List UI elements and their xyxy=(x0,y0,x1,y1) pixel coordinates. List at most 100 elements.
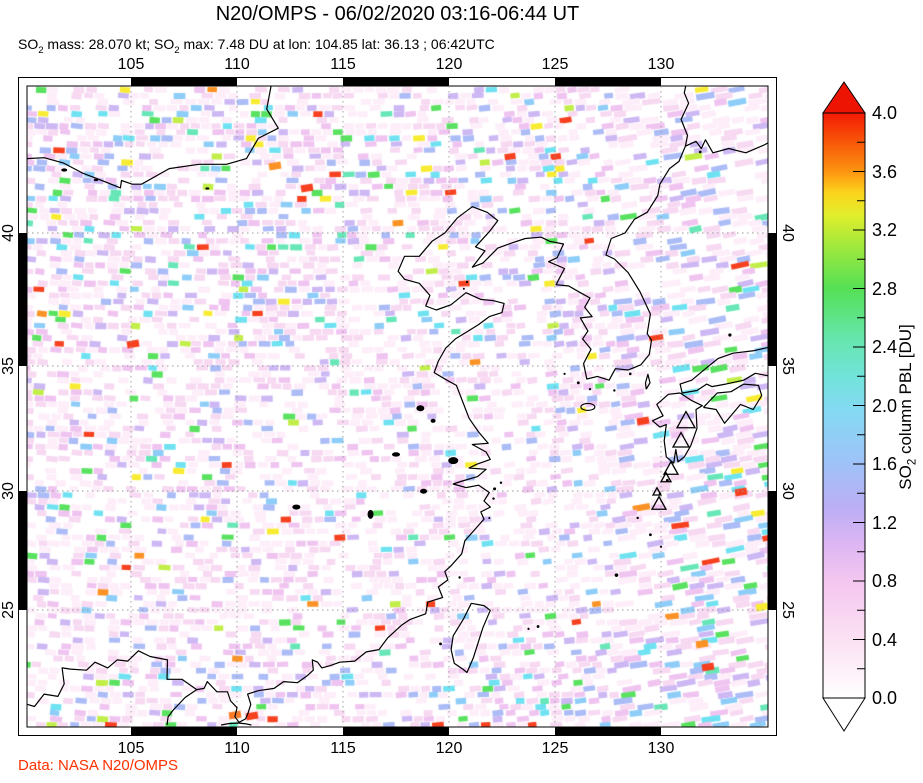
coastline-path xyxy=(540,139,768,381)
frame-segment xyxy=(555,727,661,736)
inner-frame-border xyxy=(26,85,769,728)
coastline-path xyxy=(450,602,491,674)
outer-frame-border xyxy=(18,77,777,736)
island-dot xyxy=(439,642,442,646)
island-dot xyxy=(614,573,619,577)
lon-tick-label-top: 130 xyxy=(647,56,675,73)
lat-tick-label-right: 25 xyxy=(779,601,796,619)
frame-segment xyxy=(18,491,27,610)
lat-tick-label-left: 25 xyxy=(0,601,17,619)
colorbar-tick-label: 0.0 xyxy=(872,688,898,708)
lat-tick-label-left: 30 xyxy=(0,482,17,500)
coastline-path xyxy=(702,383,763,424)
island-dot xyxy=(659,545,663,548)
island-dot xyxy=(493,487,497,491)
lon-tick-label-bottom: 115 xyxy=(330,740,356,757)
lat-tick-label-right: 40 xyxy=(779,224,796,242)
coastline-path xyxy=(680,86,690,147)
attribution: Data: NASA N20/OMPS xyxy=(18,757,179,774)
lon-tick-label-top: 105 xyxy=(117,56,145,73)
island-dot xyxy=(665,478,669,482)
lat-tick-label-right: 30 xyxy=(779,482,796,500)
subtitle-sub2: 2 xyxy=(38,44,44,56)
lake xyxy=(61,168,68,172)
colorbar-tick-label: 1.2 xyxy=(872,512,898,533)
subtitle-mass: mass: 28.070 kt; SO xyxy=(43,36,175,52)
lon-tick-label-top: 115 xyxy=(330,56,356,73)
island-dot xyxy=(527,627,530,630)
coastline-path xyxy=(679,346,768,394)
graticule xyxy=(27,86,768,727)
island-dot xyxy=(492,497,495,500)
volcano-triangle-icon xyxy=(659,471,673,483)
volcano-triangle-icon xyxy=(662,460,680,475)
island-dot xyxy=(488,516,491,519)
lake xyxy=(448,457,459,465)
lat-tick-label-left: 40 xyxy=(0,224,17,242)
lon-tick-label-bottom: 105 xyxy=(117,740,145,757)
lake xyxy=(430,418,436,423)
volcano-markers xyxy=(650,410,697,510)
island-dot xyxy=(499,481,503,484)
island-dot xyxy=(536,625,540,628)
lon-tick-label-top: 110 xyxy=(224,56,250,73)
island-dot xyxy=(636,516,639,520)
colorbar-ticks xyxy=(853,112,865,699)
lake xyxy=(93,178,99,182)
coastline-path xyxy=(644,373,651,390)
coastlines xyxy=(27,86,768,726)
island-dot xyxy=(458,576,461,579)
island-dot xyxy=(613,389,616,392)
colorbar-tick-label: 1.6 xyxy=(872,454,898,474)
colorbar-tick-label: 0.8 xyxy=(872,571,898,591)
frame-segment xyxy=(131,727,237,736)
subtitle-sub2b: 2 xyxy=(174,44,180,56)
lon-tick-label-bottom: 110 xyxy=(224,740,250,757)
colorbar-tick-label: 2.4 xyxy=(872,337,898,357)
frame-segment xyxy=(131,77,237,86)
lake xyxy=(367,509,374,519)
coastline-path xyxy=(651,392,703,464)
lake xyxy=(205,187,210,190)
island-dot xyxy=(728,333,732,337)
colorbar-tick-label: 2.8 xyxy=(872,278,898,299)
frame-segment xyxy=(768,233,777,366)
map-frame-and-coastlines xyxy=(18,77,777,736)
frame-segment xyxy=(18,233,27,366)
coastline-path xyxy=(27,650,198,708)
lon-tick-label-bottom: 120 xyxy=(435,740,463,757)
island-dot xyxy=(576,381,580,385)
volcano-triangle-icon xyxy=(675,410,697,429)
island-dot xyxy=(698,150,702,154)
subtitle-max: max: 7.48 DU at lon: 104.85 lat: 36.13 ;… xyxy=(179,36,495,52)
lake xyxy=(416,405,425,412)
so2-swath-raster xyxy=(27,86,768,727)
island-dot xyxy=(649,533,652,537)
frame-segment xyxy=(768,491,777,610)
lon-tick-label-bottom: 130 xyxy=(647,740,675,757)
coastline-path xyxy=(27,86,279,189)
figure-subtitle: SO2 mass: 28.070 kt; SO2 max: 7.48 DU at… xyxy=(18,36,495,56)
island-dot xyxy=(588,387,592,391)
lon-tick-label-bottom: 125 xyxy=(541,740,569,757)
colorbar xyxy=(822,81,866,732)
colorbar-over-arrow xyxy=(822,81,866,114)
lon-tick-label-top: 125 xyxy=(541,56,569,73)
colorbar-tick-label: 0.4 xyxy=(872,629,898,650)
figure-title: N20/OMPS - 06/02/2020 03:16-06:44 UT xyxy=(215,3,580,25)
colorbar-under-arrow xyxy=(822,697,866,732)
lake xyxy=(420,488,428,494)
subtitle-so: SO xyxy=(18,36,39,52)
colorbar-tick-label: 3.6 xyxy=(872,161,898,182)
frame-segment xyxy=(555,77,661,86)
lake xyxy=(392,452,400,457)
island-dot xyxy=(628,372,632,376)
island-dot xyxy=(465,280,469,284)
lon-tick-label-top: 120 xyxy=(435,56,463,73)
volcano-triangle-icon xyxy=(650,495,668,510)
volcano-triangle-icon xyxy=(671,431,691,448)
colorbar-tick-label: 3.2 xyxy=(872,220,898,240)
lake xyxy=(292,504,301,510)
coastline-path xyxy=(220,722,252,726)
